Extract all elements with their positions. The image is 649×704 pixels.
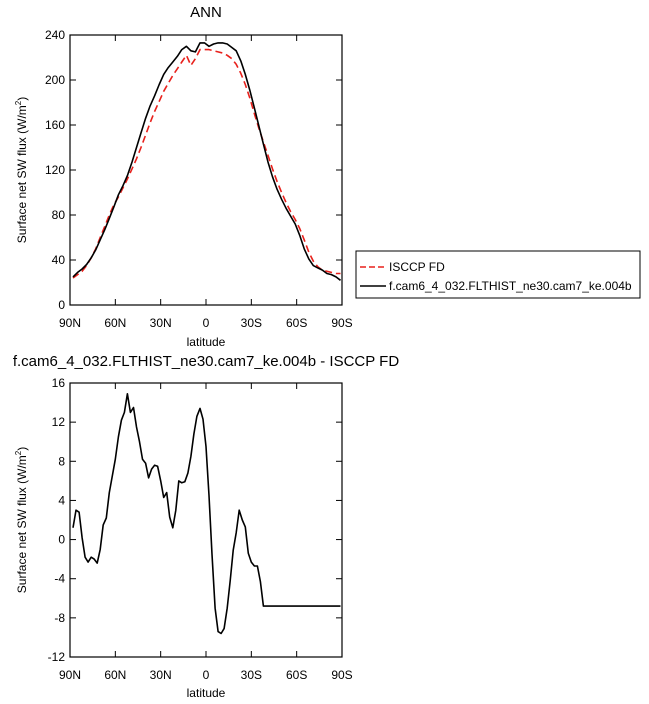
top-plot-frame (69, 34, 343, 306)
top-y-axis-label-sup: 2 (14, 100, 23, 105)
bottom-x-ticks: 90N 60N 30N 0 30S 60S 90S (59, 383, 353, 682)
x-tick-label: 0 (203, 316, 210, 330)
y-tick-label: 0 (58, 298, 65, 312)
top-x-ticks: 90N 60N 30N 0 30S 60S 90S (59, 35, 353, 330)
top-y-axis-label-main: Surface net SW flux (W/m (15, 105, 29, 243)
y-tick-label: 120 (45, 163, 65, 177)
y-tick-label: 160 (45, 118, 65, 132)
y-tick-label: 12 (52, 415, 66, 429)
x-tick-label: 0 (203, 668, 210, 682)
x-tick-label: 30N (150, 668, 172, 682)
legend-label-isccp: ISCCP FD (389, 260, 445, 274)
bottom-plot-frame (69, 382, 343, 658)
x-tick-label: 30N (150, 316, 172, 330)
y-tick-label: -8 (54, 611, 65, 625)
y-tick-label: -12 (48, 650, 66, 664)
bottom-y-axis-label-main: Surface net SW flux (W/m (15, 455, 29, 593)
top-y-axis-label: Surface net SW flux (W/m2) (14, 97, 29, 243)
x-tick-label: 90S (331, 316, 352, 330)
x-tick-label: 60S (286, 668, 307, 682)
bottom-x-axis-label: latitude (187, 686, 226, 700)
x-tick-label: 30S (241, 668, 262, 682)
x-tick-label: 60N (104, 668, 126, 682)
series-line-difference (72, 392, 341, 635)
bottom-y-axis-label-sup: 2 (14, 450, 23, 455)
bottom-y-axis-label: Surface net SW flux (W/m2) (14, 447, 29, 593)
y-tick-label: 0 (58, 533, 65, 547)
y-tick-label: 240 (45, 28, 65, 42)
top-y-axis-label-close: ) (15, 97, 29, 101)
y-tick-label: 4 (58, 493, 65, 507)
y-tick-label: 8 (58, 454, 65, 468)
top-chart-title: ANN (190, 4, 222, 21)
bottom-y-ticks: -12 -8 -4 0 4 8 12 16 (48, 376, 342, 664)
x-tick-label: 90N (59, 316, 81, 330)
top-plot-series (72, 42, 341, 281)
x-tick-label: 30S (241, 316, 262, 330)
legend-box (355, 250, 641, 299)
series-line-f-cam6-4-032-flthist-ne30-cam7-ke-004b (72, 42, 341, 281)
top-y-ticks: 0 40 80 120 160 200 240 (45, 28, 342, 312)
top-x-axis-label: latitude (187, 335, 226, 349)
series-line-isccp-fd (72, 48, 341, 279)
legend: ISCCP FD f.cam6_4_032.FLTHIST_ne30.cam7_… (355, 250, 641, 299)
bottom-panel: f.cam6_4_032.FLTHIST_ne30.cam7_ke.004b -… (13, 353, 399, 700)
y-tick-label: 16 (52, 376, 66, 390)
x-tick-label: 90S (331, 668, 352, 682)
legend-label-model: f.cam6_4_032.FLTHIST_ne30.cam7_ke.004b (389, 279, 632, 293)
bottom-chart-title: f.cam6_4_032.FLTHIST_ne30.cam7_ke.004b -… (13, 353, 399, 370)
y-tick-label: 80 (52, 208, 66, 222)
x-tick-label: 60N (104, 316, 126, 330)
x-tick-label: 60S (286, 316, 307, 330)
y-tick-label: -4 (54, 572, 65, 586)
y-tick-label: 200 (45, 73, 65, 87)
y-tick-label: 40 (52, 253, 66, 267)
x-tick-label: 90N (59, 668, 81, 682)
bottom-y-axis-label-close: ) (15, 447, 29, 451)
bottom-plot-series (72, 392, 341, 635)
